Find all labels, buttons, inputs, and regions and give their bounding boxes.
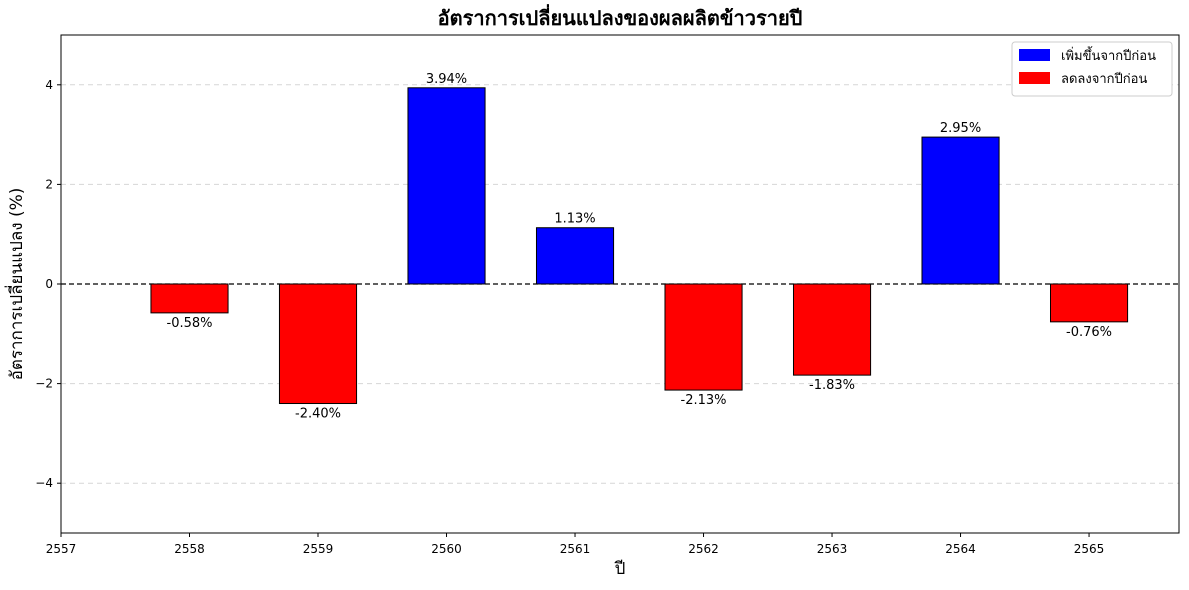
data-label-2558: -0.58% xyxy=(167,316,213,331)
y-tick-label: 2 xyxy=(45,177,53,191)
data-label-2564: 2.95% xyxy=(940,121,981,136)
y-tick-label: 0 xyxy=(45,277,53,291)
bar-2560 xyxy=(407,87,486,285)
legend: เพิ่มขึ้นจากปีก่อน ลดลงจากปีก่อน xyxy=(1011,41,1173,97)
bars xyxy=(150,87,1129,405)
data-label-2562: -2.13% xyxy=(681,393,727,408)
chart-title: อัตราการเปลี่ยนแปลงของผลผลิตข้าวรายปี xyxy=(438,3,803,30)
y-axis-label: อัตราการเปลี่ยนแปลง (%) xyxy=(4,188,27,381)
x-tick-label: 2557 xyxy=(46,542,77,556)
data-label-2559: -2.40% xyxy=(295,407,341,422)
x-axis-ticks: 2557 2558 2559 2560 2561 2562 2563 2564 2565 xyxy=(46,533,1105,556)
bar-2559 xyxy=(278,283,358,405)
y-axis-ticks: −4 −2 0 2 4 xyxy=(35,78,61,490)
y-tick-label: −2 xyxy=(35,377,53,391)
bar-2562 xyxy=(664,283,743,391)
data-labels: -0.58% -2.40% 3.94% 1.13% -2.13% -1.83% 2.95% -… xyxy=(167,72,1113,422)
legend-label-increase: เพิ่มขึ้นจากปีก่อน xyxy=(1061,46,1156,64)
x-tick-label: 2559 xyxy=(303,542,334,556)
data-label-2561: 1.13% xyxy=(554,212,595,227)
plot-frame xyxy=(60,34,1180,534)
x-tick-label: 2564 xyxy=(945,542,976,556)
bar-2565 xyxy=(1049,283,1129,323)
bar-2558 xyxy=(150,283,229,314)
legend-label-decrease: ลดลงจากปีก่อน xyxy=(1061,71,1147,87)
data-label-2563: -1.83% xyxy=(809,378,855,393)
bar-2561 xyxy=(535,227,615,285)
x-axis-label: ปี xyxy=(614,559,626,579)
bar-2564 xyxy=(921,136,1000,285)
x-tick-label: 2558 xyxy=(174,542,205,556)
grid xyxy=(61,84,1179,484)
legend-box xyxy=(1011,41,1173,97)
x-tick-label: 2565 xyxy=(1074,542,1105,556)
y-tick-label: 4 xyxy=(45,78,53,92)
x-tick-label: 2561 xyxy=(560,542,591,556)
data-label-2560: 3.94% xyxy=(426,72,467,87)
data-label-2565: -0.76% xyxy=(1066,325,1112,340)
y-tick-label: −4 xyxy=(35,476,53,490)
legend-swatch-increase xyxy=(1019,49,1050,61)
bar-2563 xyxy=(792,283,872,376)
x-tick-label: 2563 xyxy=(817,542,848,556)
x-tick-label: 2562 xyxy=(688,542,719,556)
legend-swatch-decrease xyxy=(1019,72,1050,84)
x-tick-label: 2560 xyxy=(431,542,462,556)
